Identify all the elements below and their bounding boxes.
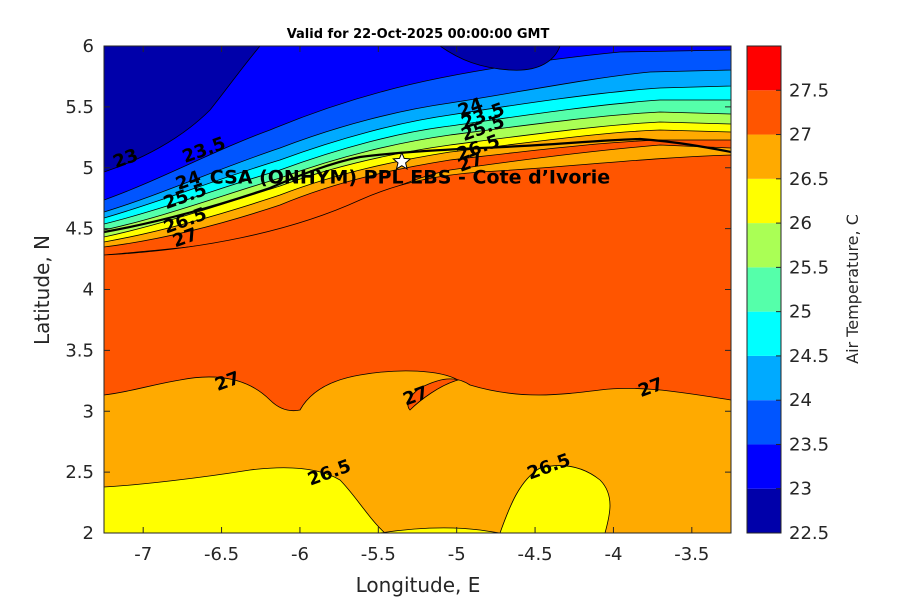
band-27-27-5-central [104,154,731,412]
colorbar-tick-label: 26.5 [789,169,829,190]
colorbar-frame [746,45,782,534]
y-tick-label: 4.5 [65,219,94,240]
colorbar-tick-label: 27 [789,125,812,146]
band-22-5-north [104,46,261,173]
site-annotation: CSA (ONHYM) PPL EBS - Cote d’Ivorie [210,151,610,189]
colorbar-swatch [747,178,781,224]
y-axis-label: Latitude, N [30,235,54,345]
x-tick-label: -5.5 [361,544,396,565]
band-22-5-pocket [439,46,561,71]
band-26-south-west [104,467,386,533]
y-axis-ticks: 2 2.5 3 3.5 4 4.5 5 5.5 6 [65,36,731,544]
y-tick-label: 5.5 [65,97,94,118]
band-23-north [104,46,731,201]
colorbar-swatch [747,223,781,268]
band-26-south-east [499,465,611,533]
chart-title: Valid for 22-Oct-2025 00:00:00 GMT [287,27,550,42]
y-tick-label: 5 [83,158,94,179]
x-tick-label: -3.5 [674,544,709,565]
colorbar-tick-label: 23 [789,479,812,500]
colorbar-tick-label: 23.5 [789,434,829,455]
y-tick-label: 6 [83,36,94,57]
y-tick-label: 4 [83,280,94,301]
site-star-marker [392,151,412,170]
contour-lines [104,137,731,234]
band-26-south-mid [379,527,501,533]
colorbar-tick-label: 24.5 [789,346,829,367]
colorbar-swatch [747,90,781,135]
site-label: CSA (ONHYM) PPL EBS - Cote d’Ivorie [210,167,610,189]
y-tick-label: 3 [83,401,94,422]
colorbar-tick-label: 22.5 [789,523,829,544]
colorbar-tick-label: 27.5 [789,80,829,101]
colorbar-swatch [747,311,781,356]
x-tick-label: -4 [604,544,622,565]
y-tick-label: 3.5 [65,340,94,361]
colorbar-tick-label: 25 [789,302,812,323]
colorbar-swatch [747,400,781,445]
x-tick-label: -6 [291,544,309,565]
colorbar-swatch [747,46,781,91]
colorbar-label: Air Temperature, C [843,214,862,364]
x-tick-label: -6.5 [204,544,239,565]
colorbar-swatch [747,488,781,533]
x-axis-label: Longitude, E [356,573,481,597]
colorbar-swatch [747,355,781,401]
y-tick-label: 2.5 [65,462,94,483]
colorbar-tick-label: 25.5 [789,257,829,278]
contour-fills [104,46,731,533]
colorbar-swatch [747,267,781,312]
colorbar-swatch [747,134,781,179]
y-tick-label: 2 [83,523,94,544]
colorbar-tick-label: 24 [789,390,812,411]
x-axis-ticks: -7 -6.5 -6 -5.5 -5 -4.5 -4 -3.5 [134,46,709,565]
colorbar-swatch [747,444,781,489]
coastline [104,137,731,234]
x-tick-label: -7 [134,544,152,565]
colorbar-tick-label: 26 [789,213,812,234]
x-tick-label: -5 [448,544,466,565]
colorbar: 22.5 23 23.5 24 24.5 25 25.5 26 26.5 27 27.5 [746,45,829,544]
x-tick-label: -4.5 [518,544,553,565]
